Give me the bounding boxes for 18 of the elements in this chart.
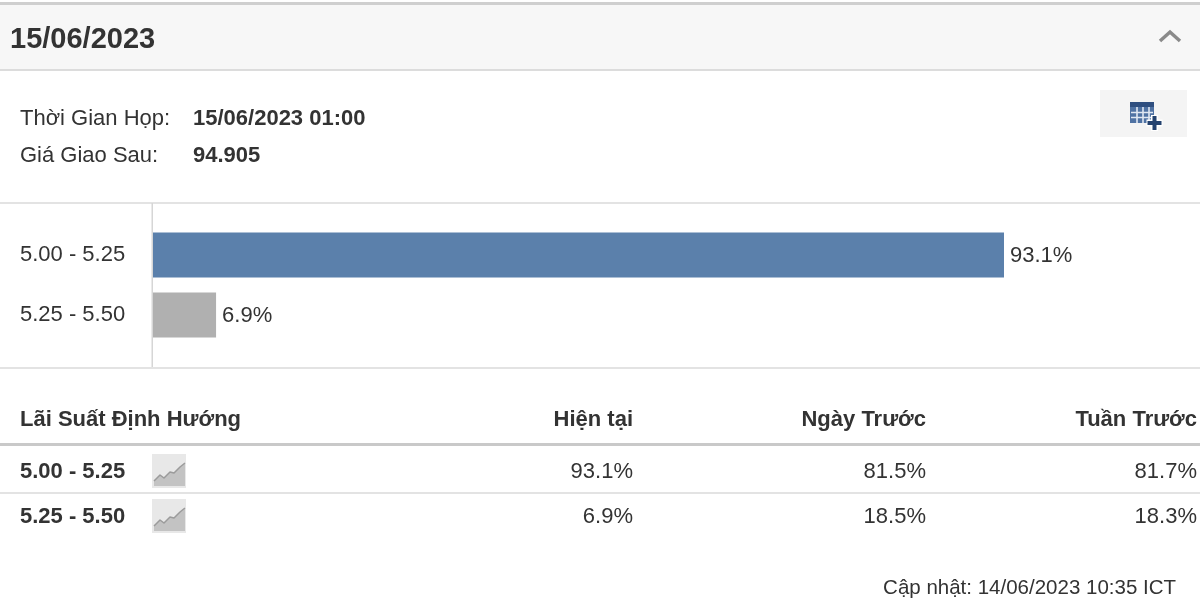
text: Lãi Suất Định Hướng — [20, 406, 242, 431]
text: Thời Gian Họp: — [20, 105, 171, 130]
text: Giá Giao Sau: — [20, 142, 159, 167]
text: 15/06/2023 — [10, 22, 156, 54]
data-label: 93.1% — [1010, 242, 1073, 268]
data-label: 18.3% — [1134, 503, 1197, 528]
data-label: 93.1% — [570, 458, 633, 483]
text: 15/06/2023 01:00 — [193, 105, 366, 130]
data-label: 6.9% — [222, 302, 273, 328]
text: 94.905 — [193, 142, 261, 167]
data-label: 6.9% — [582, 503, 633, 528]
text: Cập nhật: 14/06/2023 10:35 ICT — [883, 575, 1176, 599]
data-label: 81.5% — [863, 458, 926, 483]
text: Hiện tại — [553, 406, 633, 431]
text: Tuần Trước — [1075, 406, 1197, 431]
data-label: 81.7% — [1134, 458, 1197, 483]
data-label: 18.5% — [863, 503, 926, 528]
text: Ngày Trước — [801, 406, 926, 431]
